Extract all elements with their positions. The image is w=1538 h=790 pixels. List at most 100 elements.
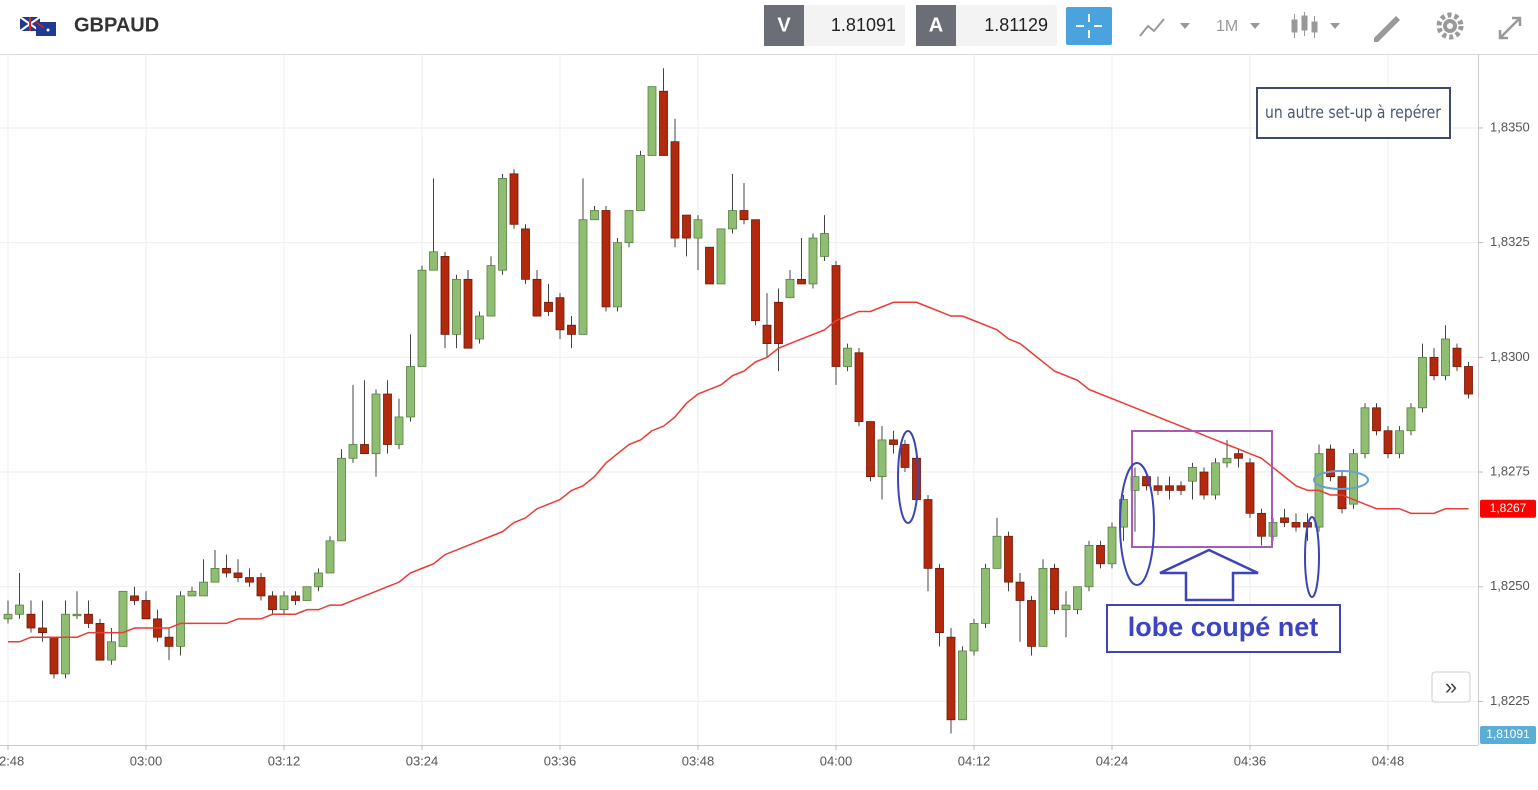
candle-body (1004, 535, 1013, 583)
candle-body (233, 572, 243, 578)
chart-type-button[interactable] (1291, 12, 1340, 38)
candle-body (1383, 430, 1393, 455)
candle-body (981, 567, 990, 624)
candle-body (1245, 462, 1255, 514)
ask-price: 1.81129 (984, 15, 1048, 35)
candle-body (705, 246, 714, 285)
candle-body (498, 178, 507, 271)
y-tick-label: 1,8300 (1490, 349, 1530, 364)
candle-body (739, 210, 749, 221)
candle-body (1349, 453, 1358, 505)
candle-body (693, 219, 703, 239)
candle-body (1372, 407, 1381, 432)
candle-body (636, 155, 645, 211)
draw-button[interactable] (1374, 16, 1400, 42)
candle-body (555, 297, 565, 331)
x-tick-label: 04:36 (1234, 753, 1267, 768)
candle-body (371, 393, 381, 455)
candle-body (130, 595, 139, 601)
candle-body (1107, 526, 1117, 565)
candle-body (38, 627, 47, 633)
x-tick-label: 03:12 (268, 753, 301, 768)
candle-body (1142, 476, 1151, 487)
symbol: GBPAUD (74, 14, 159, 36)
candle-body (26, 613, 36, 629)
annotation: un autre set-up à repérer (1265, 103, 1442, 123)
candle-body (256, 577, 266, 597)
indicator-button[interactable] (1139, 18, 1190, 37)
candle-body (61, 613, 70, 675)
scroll-button[interactable]: » (1445, 674, 1457, 699)
price-tag (1480, 726, 1536, 744)
flag-icon (19, 16, 56, 36)
candle-body (808, 237, 818, 285)
candle-body (107, 641, 116, 661)
candle-body (958, 650, 967, 721)
candle-body (797, 278, 806, 285)
candle-body (716, 228, 726, 285)
price-tag-label: 1,8267 (1490, 501, 1527, 515)
y-tick-label: 1,8325 (1490, 234, 1530, 249)
ask-box[interactable] (956, 5, 1057, 46)
x-tick-label: 04:00 (820, 753, 853, 768)
y-tick-label: 1,8250 (1490, 578, 1530, 593)
candle-body (889, 439, 898, 445)
x-tick-label: 02:48 (0, 753, 24, 768)
candle-body (1188, 467, 1197, 482)
candle-body (3, 613, 13, 620)
y-tick-label: 1,8350 (1490, 119, 1530, 134)
candle-body (1073, 586, 1082, 611)
candle-body (751, 219, 760, 322)
candle-body (337, 457, 346, 542)
x-tick-label: 03:00 (130, 753, 163, 768)
crosshair-button[interactable] (1066, 7, 1112, 45)
candle-body (325, 540, 335, 574)
bid-box[interactable] (804, 5, 905, 46)
candle-body (624, 210, 634, 244)
candle-body (1027, 600, 1036, 647)
candle-body (406, 366, 415, 418)
candle-body (774, 301, 783, 344)
annotation: lobe coupé net (1128, 612, 1319, 642)
candle-body (785, 278, 795, 299)
plot (3, 68, 1473, 734)
candle-body (176, 595, 185, 647)
candle-body (84, 613, 93, 624)
x-tick-label: 04:12 (958, 753, 991, 768)
candle-body (521, 228, 530, 280)
timeframe[interactable]: 1M (1216, 18, 1238, 35)
candle-body (866, 421, 875, 478)
y-tick-label: 1,8275 (1490, 463, 1530, 478)
timeframe-caret (1250, 23, 1260, 29)
x-tick-label: 04:48 (1372, 753, 1405, 768)
candle-body (1291, 522, 1301, 528)
candle-body (302, 586, 312, 601)
candle-body (463, 278, 473, 349)
candle-body (279, 595, 289, 611)
fullscreen-button[interactable] (1498, 16, 1522, 40)
candle-body (659, 90, 668, 156)
candle-body (141, 600, 151, 620)
candle-body (509, 173, 519, 225)
candle-body (1257, 512, 1266, 537)
candle-body (394, 416, 404, 445)
candle-body (118, 590, 128, 647)
candle-body (728, 210, 737, 230)
bid-label-box[interactable] (764, 5, 804, 46)
candle-body (682, 214, 691, 239)
x-tick-label: 03:24 (406, 753, 439, 768)
candle-body (1406, 407, 1416, 432)
candle-body (1084, 545, 1094, 588)
candle-body (969, 623, 979, 652)
candle-body (49, 636, 59, 675)
candle-body (1337, 476, 1347, 510)
candle-body (1015, 581, 1025, 601)
ask-label-box[interactable] (916, 5, 956, 46)
candle-body (291, 595, 300, 601)
candle-body (72, 613, 82, 617)
candle-body (578, 219, 588, 335)
candle-body (1096, 545, 1105, 565)
candle-body (923, 499, 933, 569)
candle-body (647, 86, 657, 156)
settings-button[interactable] (1436, 12, 1464, 40)
